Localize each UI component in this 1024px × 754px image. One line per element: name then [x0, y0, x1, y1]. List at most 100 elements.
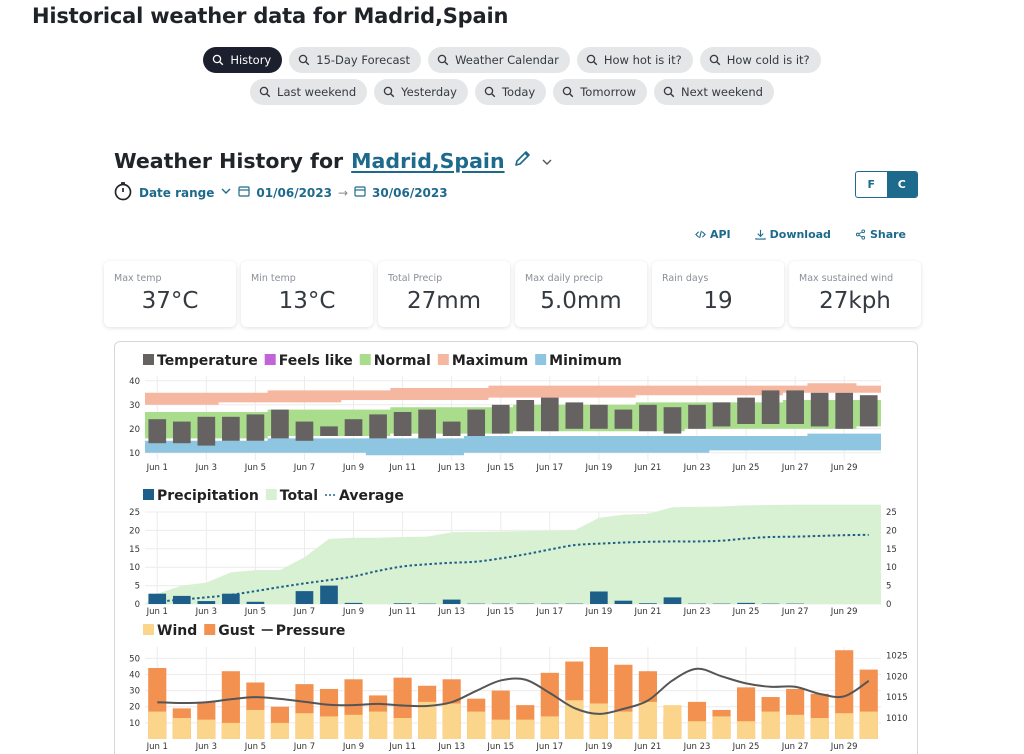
nav-pill-next-weekend[interactable]: Next weekend [654, 79, 774, 105]
x-tick-label: Jun 15 [486, 607, 514, 617]
precipitation-bar [639, 603, 657, 604]
wind-bar [540, 716, 559, 739]
nav-pill-label: How cold is it? [726, 53, 810, 67]
share-icon [855, 229, 866, 240]
temperature-bar [540, 397, 559, 432]
nav-pill-tomorrow[interactable]: Tomorrow [553, 79, 648, 105]
wind-bar [835, 713, 854, 739]
y-tick-label: 10 [129, 719, 140, 729]
y-tick-label: 40 [129, 670, 140, 680]
stopwatch-icon [113, 181, 133, 204]
legend-label: Total [280, 488, 318, 504]
stat-value: 37°C [141, 288, 199, 314]
legend-swatch [143, 489, 154, 500]
arrow-right-icon: → [337, 185, 349, 200]
calendar-icon [238, 185, 251, 200]
precipitation-bar [590, 591, 608, 604]
x-tick-label: Jun 9 [342, 463, 364, 473]
temperature-bar [344, 419, 363, 436]
maximum-range-band [145, 383, 881, 405]
x-tick-label: Jun 13 [437, 463, 465, 473]
legend-label: Precipitation [157, 488, 259, 504]
nav-pill-today[interactable]: Today [474, 79, 547, 105]
page-title: Historical weather data for Madrid,Spain [32, 4, 509, 28]
y2-tick-label: 10 [886, 563, 897, 573]
nav-pill-label: History [230, 53, 272, 67]
calendar-icon [354, 185, 366, 200]
x-tick-label: Jun 21 [634, 607, 662, 617]
api-label: API [709, 228, 731, 241]
stat-card: Min temp 13°C [241, 261, 373, 327]
x-tick-label: Jun 7 [293, 463, 315, 473]
nav-pill-last-weekend[interactable]: Last weekend [250, 79, 368, 105]
nav-pill-how-hot-is-it[interactable]: How hot is it? [576, 47, 693, 73]
location-link[interactable]: Madrid,Spain [351, 148, 505, 173]
wind-bar [295, 713, 314, 739]
wind-bar [786, 714, 805, 739]
x-tick-label: Jun 19 [584, 742, 612, 752]
wind-bar [491, 719, 510, 739]
share-link[interactable]: Share [855, 228, 906, 241]
y2-tick-label: 1020 [886, 672, 908, 682]
wind-bar [246, 709, 265, 739]
location-dropdown-chevron-icon[interactable] [541, 149, 553, 173]
y2-tick-label: 5 [886, 582, 891, 592]
download-icon [754, 229, 766, 240]
pressure-line [157, 667, 870, 715]
precipitation-bar [393, 603, 412, 604]
gust-bar [221, 671, 240, 739]
legend-label: Wind [157, 623, 197, 639]
nav-pill-yesterday[interactable]: Yesterday [374, 79, 468, 105]
temperature-bar [271, 409, 289, 439]
temperature-bar [835, 392, 854, 429]
wind-bar [810, 718, 829, 739]
wind-bar [565, 700, 584, 739]
nav-pill-15-day-forecast[interactable]: 15-Day Forecast [289, 47, 422, 73]
nav-pill-label: Today [501, 85, 536, 99]
legend-swatch [204, 624, 216, 635]
x-tick-label: Jun 15 [486, 742, 514, 752]
nav-pill-how-cold-is-it[interactable]: How cold is it? [699, 47, 821, 73]
summary-stats: Max temp 37°C Min temp 13°C Total Precip 27mm… [104, 261, 921, 327]
precipitation-bar [320, 585, 338, 604]
y2-tick-label: 20 [886, 526, 897, 536]
edit-location-icon[interactable] [513, 148, 533, 173]
nav-pill-label: Yesterday [401, 85, 457, 99]
end-date[interactable]: 30/06/2023 [372, 185, 448, 200]
temperature-bar [295, 421, 314, 441]
x-tick-label: Jun 29 [830, 742, 858, 752]
search-icon [437, 54, 449, 66]
date-range-chevron-icon[interactable] [220, 185, 232, 200]
legend-label: Pressure [276, 623, 346, 639]
y-tick-label: 0 [135, 600, 140, 610]
wind-bar [614, 711, 633, 739]
history-title: Weather History for Madrid,Spain [114, 148, 553, 173]
code-icon [695, 230, 706, 239]
nav-pill-history[interactable]: History [203, 47, 283, 73]
precipitation-bar [344, 602, 363, 604]
download-link[interactable]: Download [754, 228, 831, 241]
search-icon [586, 54, 598, 66]
y-tick-label: 20 [129, 526, 140, 536]
precipitation-bar [663, 597, 682, 604]
stat-label: Rain days [662, 273, 709, 284]
wind-bar [344, 714, 363, 739]
precipitation-bar [148, 593, 167, 604]
x-tick-label: Jun 9 [342, 742, 364, 752]
x-tick-label: Jun 19 [584, 607, 612, 617]
unit-c-button[interactable]: C [886, 172, 917, 197]
x-tick-label: Jun 23 [683, 742, 711, 752]
start-date[interactable]: 01/06/2023 [256, 185, 332, 200]
x-tick-label: Jun 1 [146, 463, 168, 473]
api-link[interactable]: API [695, 228, 731, 241]
x-tick-label: Jun 27 [781, 463, 809, 473]
unit-f-button[interactable]: F [867, 178, 875, 191]
wind-bar [172, 718, 191, 739]
stat-card: Max daily precip 5.0mm [515, 261, 647, 327]
precipitation-bar [614, 600, 633, 604]
precipitation-bar [737, 602, 755, 604]
temperature-bar [516, 400, 535, 432]
action-links: API Download Share [695, 228, 906, 241]
date-range-label[interactable]: Date range [139, 185, 215, 200]
nav-pill-weather-calendar[interactable]: Weather Calendar [428, 47, 570, 73]
